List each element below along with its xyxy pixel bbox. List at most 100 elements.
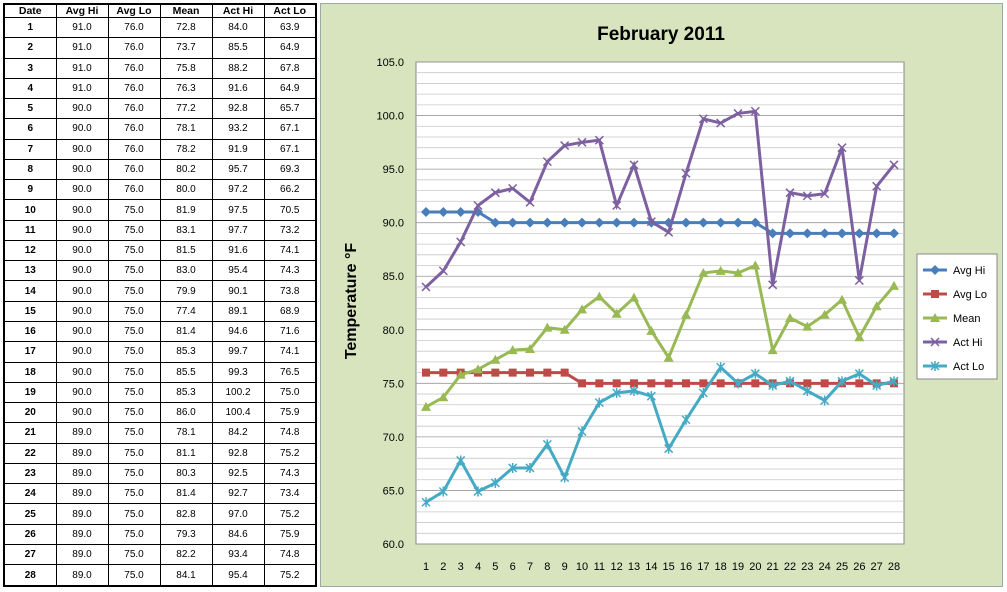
line-chart: 60.065.070.075.080.085.090.095.0100.0105… — [343, 24, 998, 573]
cell-avg-hi: 90.0 — [55, 138, 109, 160]
data-point — [525, 462, 535, 473]
cell-avg-hi: 90.0 — [55, 98, 109, 120]
data-point — [698, 387, 708, 398]
cell-act-hi: 92.5 — [211, 462, 265, 485]
x-tick-label: 18 — [715, 561, 727, 573]
cell-avg-hi: 91.0 — [55, 16, 109, 39]
y-tick-label: 85.0 — [383, 271, 404, 283]
cell-date: 3 — [3, 57, 57, 79]
data-point — [854, 228, 865, 239]
x-tick-label: 24 — [819, 561, 831, 573]
table-row: 3 91.0 76.0 75.8 88.2 67.8 — [3, 57, 317, 79]
data-point — [611, 217, 622, 228]
cell-avg-hi: 89.0 — [55, 564, 109, 587]
data-point — [768, 380, 778, 391]
data-point — [421, 497, 431, 508]
data-point — [646, 217, 656, 227]
cell-act-lo: 66.2 — [263, 179, 317, 201]
data-point — [438, 206, 449, 217]
series-line — [426, 371, 894, 385]
data-point — [456, 237, 466, 247]
y-axis-label: Temperature °F — [343, 243, 360, 360]
data-point — [455, 206, 466, 217]
data-point — [681, 309, 691, 319]
cell-act-lo: 69.3 — [263, 158, 317, 181]
cell-avg-hi: 90.0 — [55, 199, 109, 221]
data-point — [698, 268, 709, 278]
x-tick-label: 22 — [784, 561, 796, 573]
cell-avg-hi: 89.0 — [55, 442, 109, 464]
data-point — [490, 477, 500, 488]
data-point — [767, 228, 778, 239]
series-act-hi — [421, 106, 899, 292]
data-point — [931, 290, 939, 298]
data-point — [716, 379, 725, 388]
data-point — [629, 385, 639, 396]
cell-act-lo: 67.8 — [263, 57, 317, 79]
cell-act-lo: 64.9 — [263, 77, 317, 100]
data-point — [421, 206, 431, 217]
data-point — [854, 368, 864, 379]
cell-mean: 85.5 — [159, 361, 213, 383]
data-point — [595, 379, 604, 388]
cell-date: 19 — [3, 381, 57, 404]
x-tick-label: 14 — [645, 561, 657, 573]
data-point — [594, 291, 605, 301]
cell-mean: 82.8 — [159, 503, 213, 525]
x-tick-label: 9 — [562, 561, 568, 573]
data-point — [681, 217, 691, 228]
x-tick-label: 5 — [492, 561, 498, 573]
cell-act-hi: 99.3 — [211, 361, 265, 383]
cell-avg-lo: 76.0 — [107, 37, 161, 59]
cell-act-lo: 73.8 — [263, 280, 317, 302]
data-point — [819, 228, 830, 239]
legend-label: Act Hi — [953, 337, 982, 349]
table-row: 28 89.0 75.0 84.1 95.4 75.2 — [3, 564, 317, 587]
table-row: 8 90.0 76.0 80.2 95.7 69.3 — [3, 158, 317, 181]
cell-avg-hi: 91.0 — [55, 37, 109, 59]
cell-act-hi: 100.4 — [211, 402, 265, 424]
data-point — [508, 462, 518, 473]
cell-avg-lo: 76.0 — [107, 16, 161, 39]
data-point — [872, 380, 882, 391]
cell-avg-hi: 89.0 — [55, 523, 109, 545]
y-tick-label: 105.0 — [376, 57, 404, 69]
cell-avg-lo: 76.0 — [107, 57, 161, 79]
data-point — [855, 379, 864, 388]
cell-date: 13 — [3, 260, 57, 282]
data-point — [802, 191, 812, 201]
series-line — [425, 364, 895, 504]
x-tick-label: 19 — [732, 561, 744, 573]
cell-mean: 76.3 — [159, 77, 213, 100]
cell-act-lo: 67.1 — [263, 118, 317, 140]
cell-mean: 81.4 — [159, 483, 213, 505]
data-point — [681, 168, 691, 178]
data-point — [525, 197, 535, 207]
cell-avg-lo: 75.0 — [107, 483, 161, 505]
header-avg-hi: Avg Hi — [55, 3, 109, 18]
cell-date: 25 — [3, 503, 57, 525]
data-point — [802, 321, 813, 331]
x-tick-label: 10 — [576, 561, 588, 573]
cell-date: 8 — [3, 158, 57, 181]
cell-date: 5 — [3, 98, 57, 120]
cell-act-hi: 97.5 — [211, 199, 265, 221]
data-point — [559, 324, 570, 334]
cell-mean: 81.5 — [159, 239, 213, 262]
x-tick-label: 20 — [749, 561, 761, 573]
x-tick-label: 21 — [767, 561, 779, 573]
cell-avg-lo: 76.0 — [107, 98, 161, 120]
data-point — [854, 332, 865, 342]
data-point — [439, 368, 448, 377]
table-row: 14 90.0 75.0 79.9 90.1 73.8 — [3, 280, 317, 302]
x-tick-label: 15 — [663, 561, 675, 573]
cell-act-hi: 93.4 — [211, 543, 265, 566]
data-point — [612, 387, 622, 398]
data-point — [629, 217, 639, 228]
series-line — [424, 109, 896, 289]
cell-mean: 82.2 — [159, 543, 213, 566]
cell-act-lo: 73.4 — [263, 483, 317, 505]
cell-act-hi: 91.9 — [211, 138, 265, 160]
cell-avg-lo: 75.0 — [107, 300, 161, 322]
data-point — [578, 379, 586, 388]
